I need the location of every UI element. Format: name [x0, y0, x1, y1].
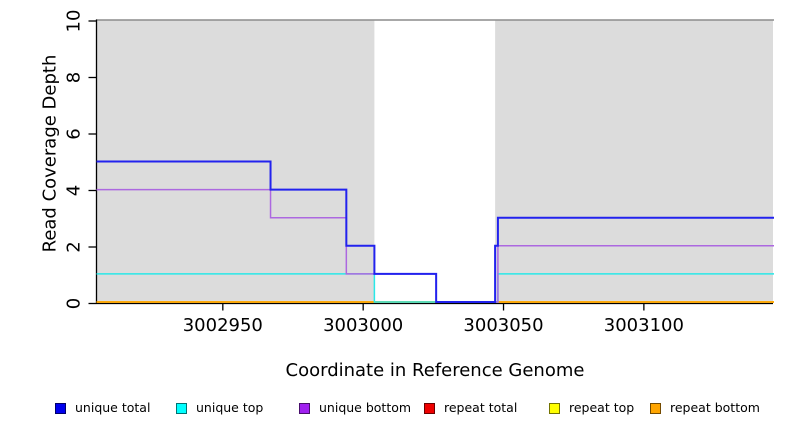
y-tick-label: 10 — [64, 10, 85, 33]
legend-swatch-repeat-top — [549, 402, 560, 414]
legend-item-unique-bottom: unique bottom — [299, 400, 411, 416]
legend-item-repeat-bottom: repeat bottom — [650, 400, 760, 416]
y-tick-label: 6 — [64, 128, 85, 139]
series-line-unique-total — [96, 160, 774, 303]
legend-swatch-unique-total — [55, 402, 66, 414]
x-tick-label: 3002950 — [183, 315, 263, 336]
legend-label-unique-top: unique top — [196, 400, 264, 415]
x-tick-label: 3003050 — [463, 315, 543, 336]
legend-item-unique-total: unique total — [55, 400, 150, 416]
legend-label-unique-bottom: unique bottom — [319, 400, 412, 415]
legend-label-repeat-top: repeat top — [569, 400, 635, 415]
legend-item-repeat-top: repeat top — [549, 400, 634, 416]
shaded-region-right — [495, 20, 773, 304]
legend-label-repeat-total: repeat total — [444, 400, 518, 415]
legend-item-repeat-total: repeat total — [424, 400, 517, 416]
legend-label-repeat-bottom: repeat bottom — [670, 400, 760, 415]
x-tick-label: 3003000 — [323, 315, 403, 336]
legend-swatch-unique-bottom — [299, 402, 310, 414]
x-tick-label: 3003100 — [604, 315, 684, 336]
y-axis-title: Read Coverage Depth — [39, 54, 61, 253]
legend-swatch-unique-top — [176, 402, 187, 414]
legend-swatch-repeat-total — [424, 402, 435, 414]
y-tick-label: 8 — [64, 72, 85, 83]
y-tick-label: 4 — [64, 185, 85, 196]
y-tick-label: 2 — [64, 241, 85, 252]
legend-label-unique-total: unique total — [75, 400, 151, 415]
legend-item-unique-top: unique top — [176, 400, 263, 416]
legend-swatch-repeat-bottom — [650, 402, 661, 414]
x-axis-title: Coordinate in Reference Genome — [285, 360, 585, 381]
legend: unique total unique top unique bottom repea… — [0, 400, 792, 422]
y-tick-label: 0 — [64, 298, 85, 309]
